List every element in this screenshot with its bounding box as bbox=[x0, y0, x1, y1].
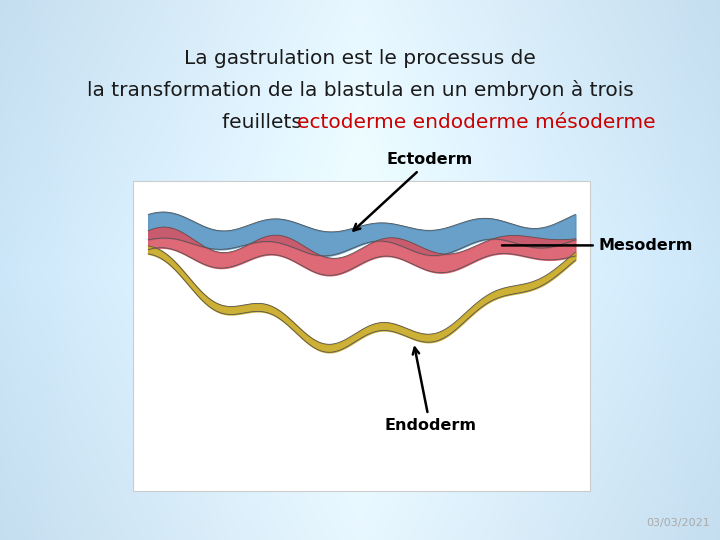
Text: Endoderm: Endoderm bbox=[384, 348, 476, 433]
Text: ectoderme endoderme mésoderme: ectoderme endoderme mésoderme bbox=[297, 112, 656, 132]
Text: feuillets: feuillets bbox=[222, 112, 308, 132]
Text: la transformation de la blastula en un embryon à trois: la transformation de la blastula en un e… bbox=[86, 80, 634, 100]
Text: La gastrulation est le processus de: La gastrulation est le processus de bbox=[184, 49, 536, 68]
Bar bbox=[133, 181, 590, 491]
Text: 03/03/2021: 03/03/2021 bbox=[647, 518, 710, 528]
Text: Ectoderm: Ectoderm bbox=[354, 152, 473, 231]
Text: Mesoderm: Mesoderm bbox=[502, 238, 693, 253]
